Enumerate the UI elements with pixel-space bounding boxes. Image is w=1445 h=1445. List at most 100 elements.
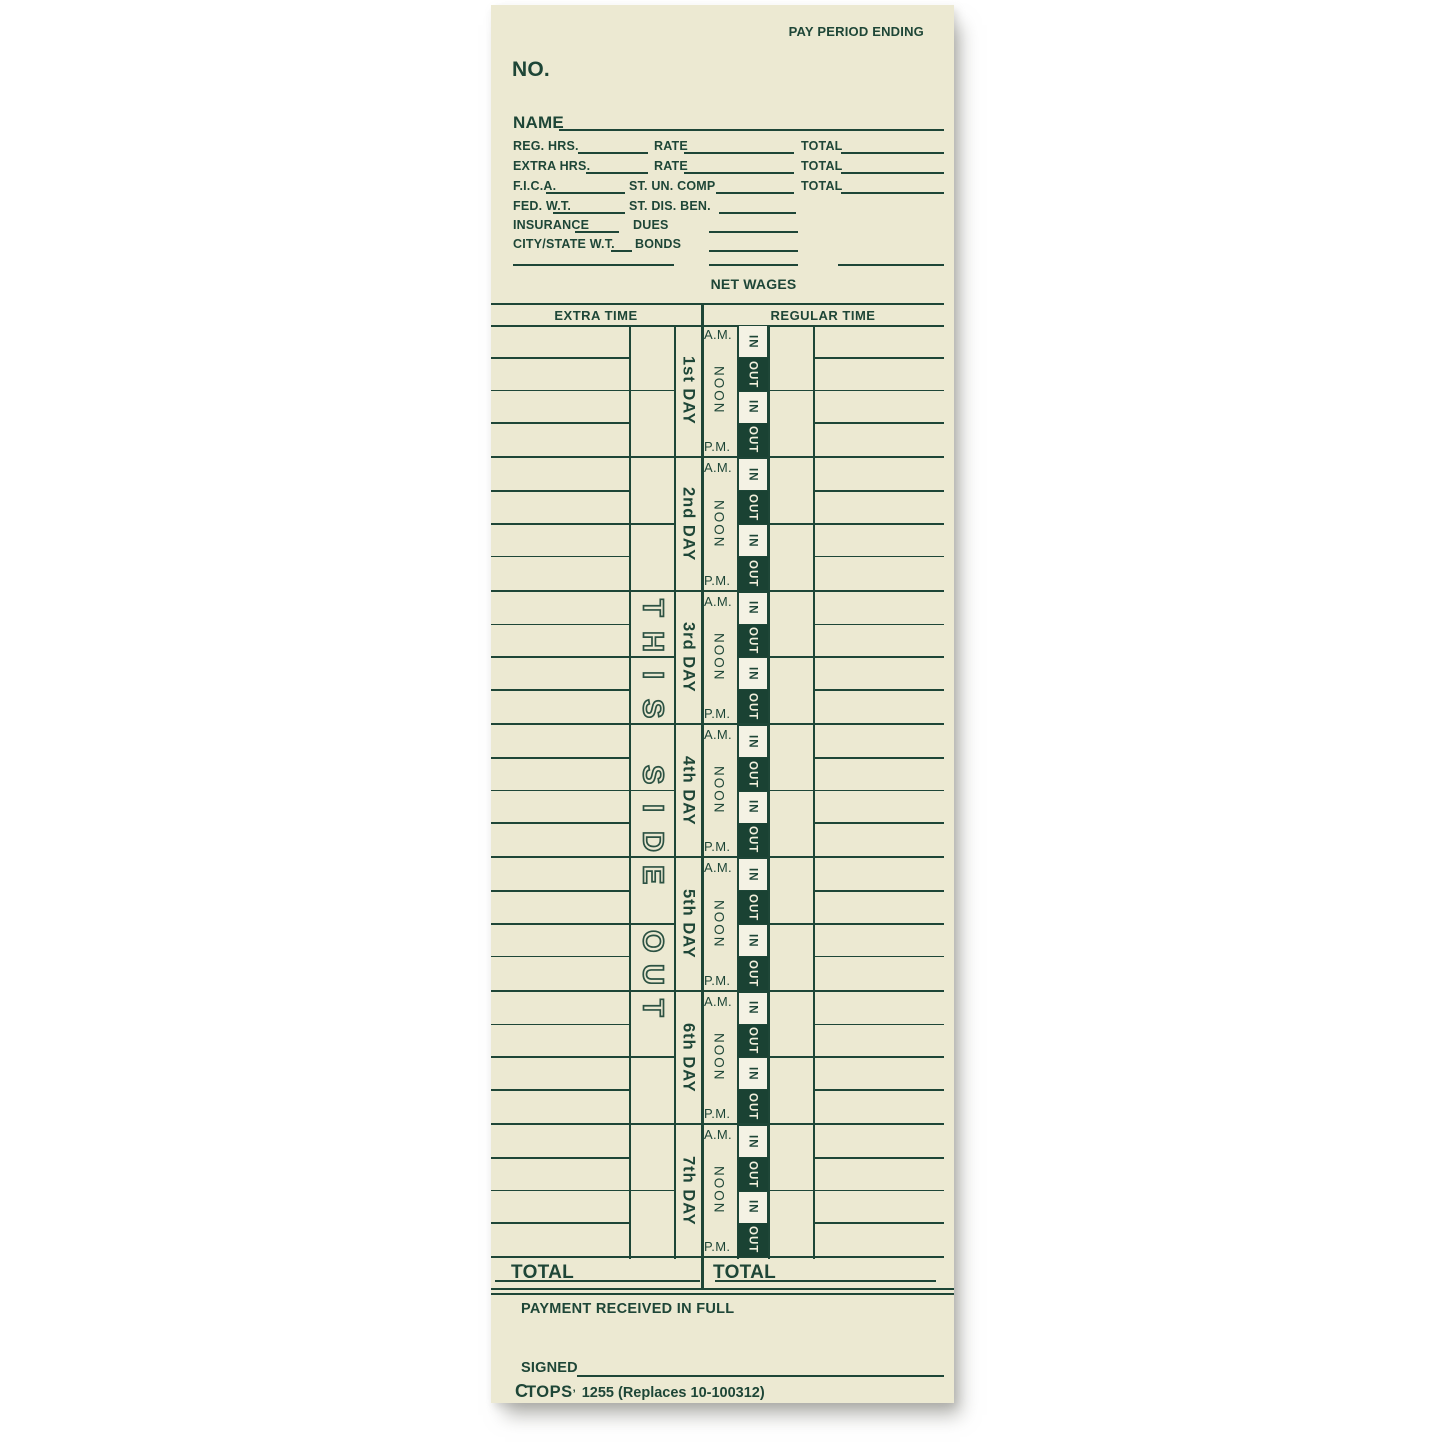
grid-line [813,422,944,425]
in-cell: IN [737,390,768,424]
total-line [841,152,944,154]
grid-line [768,922,944,925]
day-label: 3rd DAY [679,622,698,693]
grid-line [491,356,629,359]
pm-label: P.M. [704,972,731,988]
city-state-wt-line [611,250,632,252]
day-label: 5th DAY [679,889,698,959]
in-cell: IN [737,858,768,892]
out-cell: OUT [737,556,768,590]
in-cell: IN [737,325,768,359]
grid-line [491,822,629,825]
noon-label: NOON [711,766,727,815]
total-line [715,1280,936,1282]
noon-label: NOON [711,499,727,549]
deductions-total-line [513,264,674,266]
brand-name: TOPS [526,1383,573,1401]
out-cell: OUT [737,757,768,791]
regular-time-header: REGULAR TIME [770,308,876,323]
out-cell: OUT [737,624,768,658]
am-label: A.M. [704,860,732,876]
grid-line [813,689,944,691]
total-line [495,1280,700,1282]
in-cell: IN [737,1125,768,1159]
side-letter: I [636,803,670,813]
day-label: 4th DAY [679,755,698,826]
in-cell: IN [737,458,768,492]
pm-label: P.M. [704,439,731,455]
out-cell: OUT [737,956,768,990]
am-label: A.M. [704,1127,732,1142]
in-cell: IN [737,657,768,691]
noon-label: NOON [711,633,727,682]
grid-line [491,522,675,525]
in-cell: IN [737,1190,768,1224]
am-label: A.M. [704,460,732,476]
grid-line [491,1023,629,1026]
day-block-7: 7th DAY A.M. NOON P.M. IN OUT IN OUT [491,1125,944,1259]
grid-line [491,955,629,958]
day-label: 1st DAY [679,356,698,426]
grid-line [491,656,675,659]
net-wages-line [709,264,798,266]
fica-line [546,192,625,194]
city-state-wt-label: CITY/STATE W.T. [513,237,615,251]
grid-line [813,822,944,825]
grid-line [813,555,944,558]
total-label: TOTAL [801,159,843,173]
grid-line [813,1156,944,1159]
grid-line [491,623,629,626]
grid-line [813,890,944,892]
form-number: 1255 (Replaces 10-100312) [581,1385,765,1401]
insurance-line [575,231,619,233]
bonds-line [709,250,798,252]
grid-line [768,389,944,392]
reg-hrs-line [578,152,648,154]
grid-line [491,1189,675,1192]
grid-vertical-line [674,325,677,1259]
grid-line [813,623,944,626]
grid-line [491,689,629,691]
grid-line [491,555,629,558]
total-label: TOTAL [801,139,843,153]
grid-vertical-line [629,325,631,1259]
grid-line [491,389,675,392]
grid-line [813,1023,944,1026]
pm-label: P.M. [704,839,731,855]
grand-total-line [838,264,944,266]
in-cell: IN [737,790,768,824]
st-un-comp-line [716,192,794,194]
grid-line [768,789,944,792]
grid-center-divider [701,303,704,1290]
noon-label: NOON [711,1166,727,1215]
insurance-label: INSURANCE [513,218,590,232]
double-rule-bottom [491,1293,954,1295]
rate-label: RATE [654,139,688,153]
side-letter: I [636,670,670,680]
noon-label: NOON [711,899,727,949]
extra-hrs-line [586,172,648,174]
grid-line [491,1222,629,1225]
double-rule-top [491,1288,954,1290]
fica-label: F.I.C.A. [513,179,557,193]
grid-line [768,522,944,525]
grid-line [491,789,675,792]
out-cell: OUT [737,823,768,857]
side-letter: D [636,830,670,853]
day-label: 7th DAY [679,1155,698,1226]
grid-line [491,1089,629,1091]
pay-period-ending-label: PAY PERIOD ENDING [788,24,924,39]
grid-line [813,955,944,958]
grid-line [813,1089,944,1091]
out-cell: OUT [737,491,768,525]
side-letter: S [636,698,670,719]
day-block-2: 2nd DAY A.M. NOON P.M. IN OUT IN OUT [491,458,944,592]
side-letter [629,725,675,758]
tops-logo-icon: C [515,1381,528,1401]
net-wages-label: NET WAGES [710,276,797,292]
dues-line [709,231,798,233]
day-label: 2nd DAY [679,486,698,562]
grid-line [813,490,944,492]
grid-line [813,356,944,359]
grid-line [491,1056,675,1059]
